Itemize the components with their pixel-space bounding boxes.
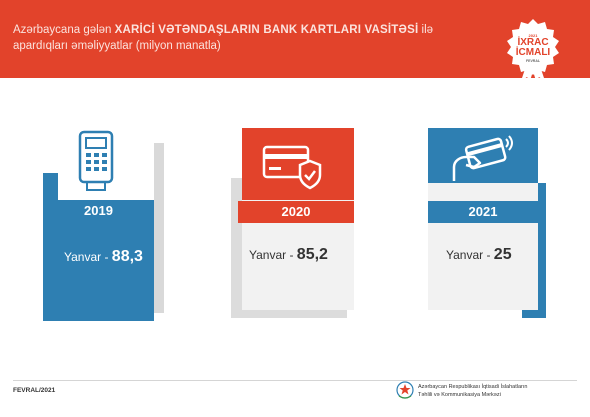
export-review-badge: 2021 İXRAC İCMALI FEVRAL <box>505 17 561 81</box>
card-header <box>242 128 354 200</box>
value-2020: Yanvar - 85,2 <box>249 246 328 264</box>
credit-card-shield-icon <box>262 145 322 190</box>
month-label: Yanvar - <box>249 248 297 262</box>
state-emblem-icon <box>396 381 414 399</box>
year-2021-label: 2021 <box>428 201 538 223</box>
org-line2: Təhlili və Kommunikasiya Mərkəzi <box>418 392 501 398</box>
month-label: Yanvar - <box>446 248 494 262</box>
badge-line1: İXRAC <box>517 37 549 48</box>
title-bold: XARİCİ VƏTƏNDAŞLARIN BANK KARTLARI VASİT… <box>114 24 419 36</box>
footer-organization: Azərbaycan Respublikası İqtisadi İslahat… <box>418 383 527 399</box>
value-2019: Yanvar - 88,3 <box>64 248 143 266</box>
title-suffix: ilə <box>418 24 434 36</box>
badge-month: FEVRAL <box>526 59 540 63</box>
footer-divider <box>13 380 577 381</box>
header-banner: Azərbaycana gələn XARİCİ VƏTƏNDAŞLARIN B… <box>0 0 590 78</box>
value-number: 88,3 <box>111 248 143 265</box>
value-number: 25 <box>493 246 512 263</box>
page-title: Azərbaycana gələn XARİCİ VƏTƏNDAŞLARIN B… <box>13 22 473 54</box>
badge-line2: İCMALI <box>515 47 551 58</box>
value-area <box>43 222 154 308</box>
card-terminal-icon <box>78 130 114 191</box>
year-2019-label: 2019 <box>43 200 154 222</box>
title-line2: apardıqları əməliyyatlar (milyon manatla… <box>13 40 221 52</box>
contactless-card-icon <box>452 135 513 181</box>
rosette-icon <box>507 19 559 81</box>
value-number: 85,2 <box>296 246 328 263</box>
value-2021: Yanvar - 25 <box>446 246 512 264</box>
title-prefix: Azərbaycana gələn <box>13 24 115 36</box>
year-2020-label: 2020 <box>238 201 354 223</box>
month-label: Yanvar - <box>64 250 112 264</box>
org-line1: Azərbaycan Respublikası İqtisadi İslahat… <box>418 384 528 390</box>
footer-date: FEVRAL/2021 <box>13 387 56 394</box>
badge-year: 2021 <box>528 33 538 38</box>
